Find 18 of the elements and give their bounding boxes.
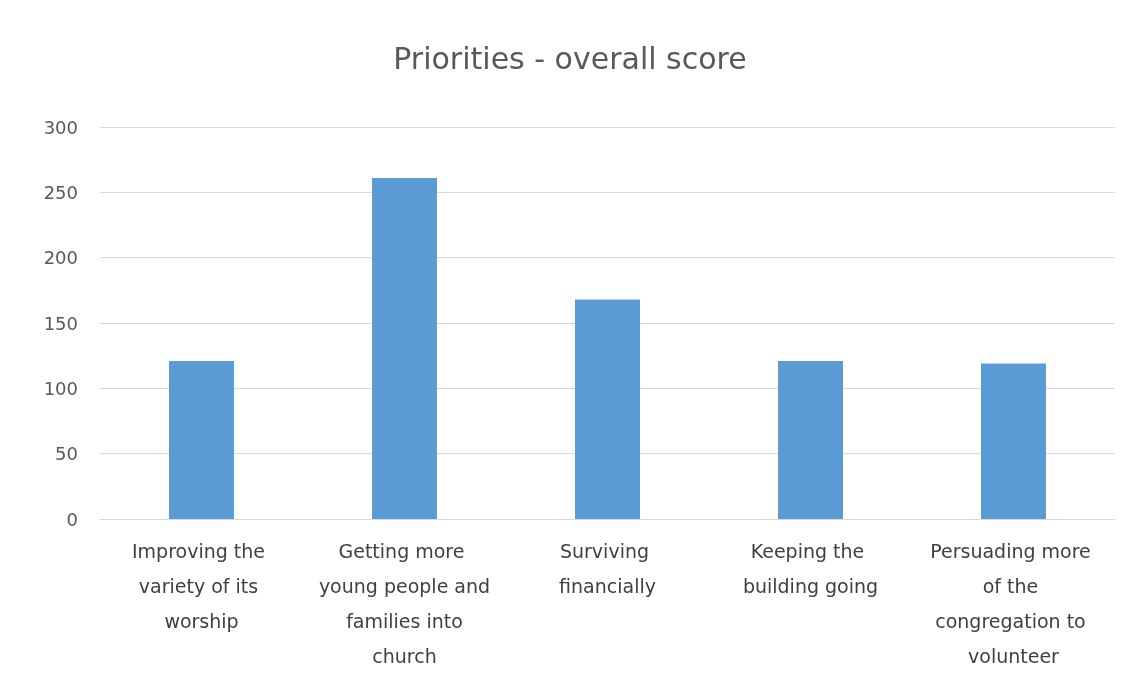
x-tick-label: Getting more young people and families into church bbox=[318, 539, 491, 667]
bar bbox=[372, 177, 437, 519]
y-tick-label: 100 bbox=[43, 377, 78, 399]
bar bbox=[778, 360, 843, 519]
bar bbox=[169, 360, 234, 519]
y-tick-label: 50 bbox=[55, 443, 78, 465]
x-tick-label: Surviving financially bbox=[559, 539, 656, 597]
x-tick-label: Improving the variety of its worship bbox=[131, 539, 272, 632]
x-tick-label: Keeping the building going bbox=[742, 539, 879, 597]
y-tick-label: 250 bbox=[43, 181, 78, 203]
y-tick-label: 200 bbox=[43, 247, 78, 269]
chart-title: Priorities - overall score bbox=[393, 40, 747, 76]
bar bbox=[981, 363, 1046, 519]
bar bbox=[575, 299, 640, 519]
y-tick-label: 300 bbox=[43, 116, 78, 138]
x-tick-label: Persuading more of the congregation to volunteer bbox=[930, 539, 1097, 667]
y-tick-label: 0 bbox=[66, 508, 78, 530]
y-tick-label: 150 bbox=[43, 312, 78, 334]
